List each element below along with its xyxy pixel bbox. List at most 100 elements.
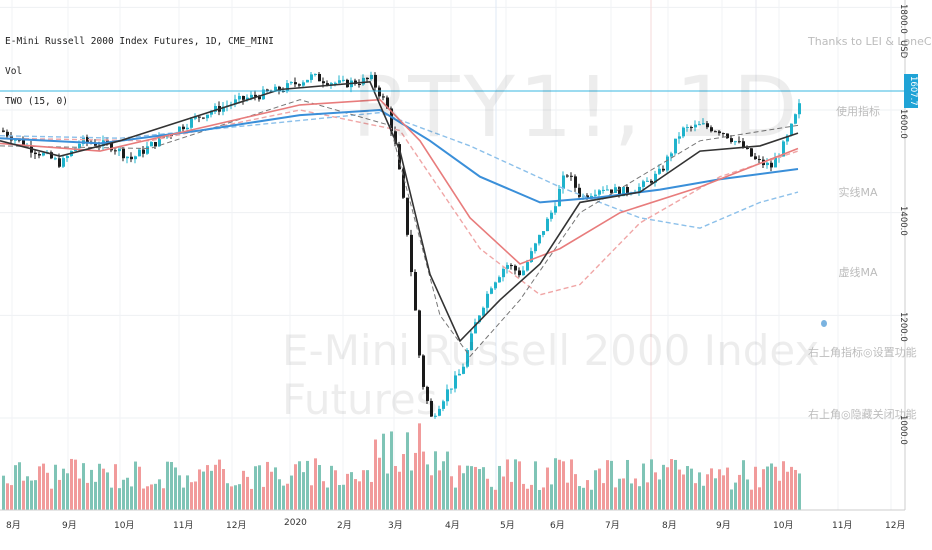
moving-average-lines <box>0 80 799 358</box>
volume-bar <box>58 479 61 510</box>
candle-body <box>566 175 569 177</box>
volume-bar <box>166 461 169 510</box>
volume-bar <box>314 458 317 510</box>
candle-body <box>358 84 361 86</box>
indicator-legend[interactable]: TWO (15, 0) <box>5 96 68 107</box>
candle-body <box>58 158 61 167</box>
volume-bar <box>742 460 745 510</box>
volume-bar <box>230 486 233 510</box>
volume-bar <box>362 470 365 510</box>
candle-body <box>442 401 445 409</box>
candle-body <box>298 84 301 86</box>
volume-bar <box>498 465 501 510</box>
candle-body <box>638 186 641 193</box>
candle-body <box>534 243 537 252</box>
volume-bar <box>394 466 397 510</box>
candle-body <box>682 127 685 137</box>
volume-bar <box>770 463 773 510</box>
volume-bar <box>614 487 617 510</box>
candle-body <box>434 415 437 417</box>
candle-body <box>154 142 157 147</box>
candle-body <box>450 388 453 390</box>
candle-body <box>530 251 533 262</box>
volume-bar <box>442 461 445 510</box>
volume-bar <box>82 463 85 510</box>
volume-bar <box>42 463 45 510</box>
volume-bar <box>242 470 245 510</box>
volume-bar <box>622 478 625 510</box>
volume-bar <box>258 465 261 510</box>
volume-bar <box>174 467 177 510</box>
volume-bar <box>222 469 225 510</box>
candle-body <box>490 288 493 294</box>
volume-bar <box>474 466 477 510</box>
candle-body <box>598 190 601 195</box>
candle-body <box>514 265 517 271</box>
volume-bar <box>78 478 81 510</box>
x-tick-label: 8月 <box>662 521 677 531</box>
candle-body <box>338 80 341 83</box>
volume-bar <box>150 484 153 510</box>
dot-marker <box>821 320 827 327</box>
volume-bar <box>578 486 581 510</box>
last-price-tag: 1607.7 <box>904 74 918 108</box>
candle-body <box>446 389 449 402</box>
volume-bar <box>486 478 489 510</box>
side-note-hide: 右上角◎隐藏关闭功能 <box>808 408 917 421</box>
candle-body <box>618 187 621 197</box>
candle-body <box>546 218 549 232</box>
volume-bar <box>758 487 761 510</box>
candle-body <box>190 118 193 128</box>
volume-bar <box>122 479 125 510</box>
volume-legend[interactable]: Vol <box>5 66 23 77</box>
candle-body <box>470 333 473 351</box>
candle-body <box>266 89 269 92</box>
volume-bar <box>262 486 265 510</box>
candle-body <box>410 234 413 273</box>
volume-bar <box>98 463 101 510</box>
candle-body <box>194 116 197 119</box>
volume-bar <box>494 489 497 510</box>
volume-bar <box>478 469 481 510</box>
volume-bar <box>682 474 685 510</box>
volume-bar <box>562 461 565 510</box>
volume-bar <box>606 460 609 510</box>
volume-bar <box>210 470 213 510</box>
volume-bar <box>298 461 301 510</box>
volume-bar <box>638 486 641 510</box>
candle-body <box>710 127 713 132</box>
volume-bar <box>570 459 573 510</box>
candle-body <box>574 176 577 188</box>
candle-body <box>798 103 801 115</box>
x-tick-label: 11月 <box>173 521 194 531</box>
symbol-info[interactable]: E-Mini Russell 2000 Index Futures, 1D, C… <box>5 36 274 47</box>
candle-body <box>138 149 141 157</box>
ma-black-dashed <box>0 99 799 358</box>
candle-body <box>386 97 389 109</box>
volume-bar <box>70 458 73 510</box>
volume-bar <box>530 484 533 510</box>
candle-body <box>790 123 793 136</box>
volume-bar <box>726 467 729 510</box>
volume-bar <box>186 475 189 510</box>
volume-bar <box>470 466 473 510</box>
candle-body <box>642 181 645 187</box>
volume-bar <box>146 486 149 510</box>
side-note-dashed-ma: 虚线MA <box>838 266 878 279</box>
candle-body <box>774 157 777 168</box>
volume-bar <box>278 479 281 510</box>
candle-body <box>2 130 5 132</box>
candle-body <box>114 150 117 152</box>
candle-body <box>766 162 769 166</box>
candle-body <box>690 127 693 129</box>
volume-bar <box>666 467 669 510</box>
candle-body <box>698 124 701 126</box>
candle-body <box>626 187 629 194</box>
candle-body <box>518 270 521 276</box>
volume-bar <box>414 452 417 510</box>
volume-bar <box>214 464 217 510</box>
volume-bar <box>534 461 537 510</box>
x-tick-label: 8月 <box>6 521 21 531</box>
candle-body <box>178 126 181 134</box>
